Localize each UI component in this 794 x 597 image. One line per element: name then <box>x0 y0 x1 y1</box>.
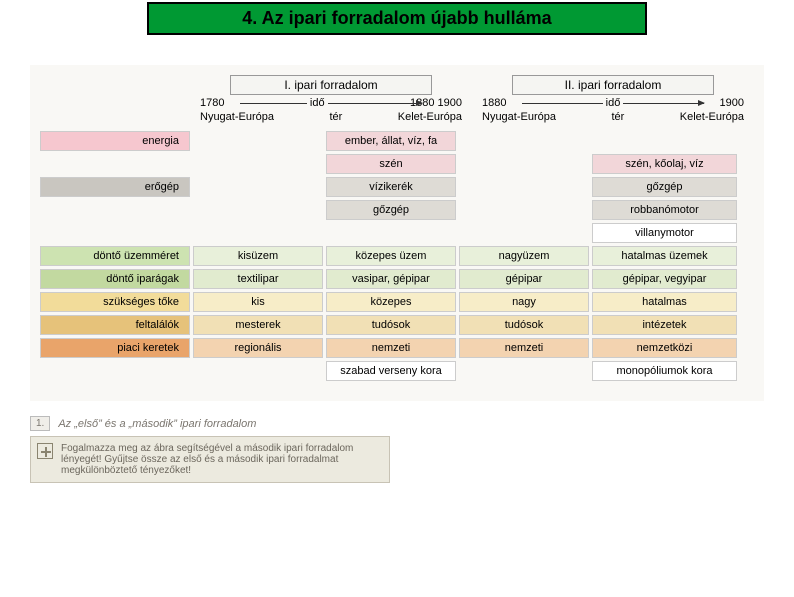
reg-l-a: Nyugat-Európa <box>200 111 274 123</box>
data-cell: vasipar, gépipar <box>326 269 456 289</box>
data-cell: kis <box>193 292 323 312</box>
data-cell: villanymotor <box>592 223 737 243</box>
data-cell <box>459 131 589 151</box>
arrow-icon <box>240 103 422 104</box>
page-title: 4. Az ipari forradalom újabb hulláma <box>242 8 551 28</box>
data-cell: gőzgép <box>592 177 737 197</box>
data-cell: gépipar, vegyipar <box>592 269 737 289</box>
comparison-chart: I. ipari forradalom II. ipari forradalom… <box>30 65 764 401</box>
data-cell <box>193 131 323 151</box>
data-cell: robbanómotor <box>592 200 737 220</box>
data-cell: gépipar <box>459 269 589 289</box>
row-label: energia <box>40 131 190 151</box>
data-cell <box>193 154 323 174</box>
row-label: döntő iparágak <box>40 269 190 289</box>
data-cell: regionális <box>193 338 323 358</box>
data-cell: hatalmas <box>592 292 737 312</box>
row-label <box>40 154 190 174</box>
tl-left-mid: idő <box>307 97 328 109</box>
timeline-row: 1780 idő 1880 1900 1880 idő 1900 <box>40 97 754 109</box>
tl-right-end: 1900 <box>720 97 744 109</box>
data-cell: szén <box>326 154 456 174</box>
data-cell: szén, kőolaj, víz <box>592 154 737 174</box>
data-cell: kisüzem <box>193 246 323 266</box>
row-label <box>40 200 190 220</box>
row-label: feltalálók <box>40 315 190 335</box>
data-cell <box>326 223 456 243</box>
header-2: II. ipari forradalom <box>512 75 714 95</box>
row-label <box>40 361 190 381</box>
data-cell: ember, állat, víz, fa <box>326 131 456 151</box>
data-cell <box>193 200 323 220</box>
reg-r-a: Nyugat-Európa <box>482 111 556 123</box>
data-cell: nemzetközi <box>592 338 737 358</box>
reg-r-m: tér <box>611 111 624 123</box>
reg-l-m: tér <box>329 111 342 123</box>
data-cell: gőzgép <box>326 200 456 220</box>
data-cell: monopóliumok kora <box>592 361 737 381</box>
data-cell: textilipar <box>193 269 323 289</box>
tl-right-mid: idő <box>603 97 624 109</box>
data-cell <box>193 223 323 243</box>
data-cell: nemzeti <box>459 338 589 358</box>
data-cell <box>193 361 323 381</box>
data-cell: nagy <box>459 292 589 312</box>
task-box: Fogalmazza meg az ábra segítségével a má… <box>30 436 390 483</box>
tl-left-start: 1780 <box>200 97 224 109</box>
reg-l-b: Kelet-Európa <box>398 111 462 123</box>
row-label: döntő üzemméret <box>40 246 190 266</box>
data-cell <box>459 154 589 174</box>
header-1: I. ipari forradalom <box>230 75 432 95</box>
reg-r-b: Kelet-Európa <box>680 111 744 123</box>
data-cell <box>459 200 589 220</box>
data-cell <box>592 131 737 151</box>
data-cell: tudósok <box>326 315 456 335</box>
data-cell: szabad verseny kora <box>326 361 456 381</box>
caption-text: Az „első” és a „második” ipari forradalo… <box>58 418 256 430</box>
data-cell: tudósok <box>459 315 589 335</box>
chart-headers: I. ipari forradalom II. ipari forradalom <box>40 75 754 95</box>
row-label: szükséges tőke <box>40 292 190 312</box>
data-cell <box>459 223 589 243</box>
data-cell: hatalmas üzemek <box>592 246 737 266</box>
data-cell <box>459 361 589 381</box>
data-cell <box>459 177 589 197</box>
row-label <box>40 223 190 243</box>
data-cell <box>193 177 323 197</box>
task-icon <box>37 443 53 459</box>
caption-number: 1. <box>30 416 50 431</box>
page-title-bar: 4. Az ipari forradalom újabb hulláma <box>147 2 647 35</box>
data-cell: mesterek <box>193 315 323 335</box>
data-cell: nagyüzem <box>459 246 589 266</box>
region-row: Nyugat-Európa tér Kelet-Európa Nyugat-Eu… <box>40 111 754 123</box>
tl-right-start: 1880 <box>482 97 506 109</box>
data-cell: nemzeti <box>326 338 456 358</box>
data-cell: közepes üzem <box>326 246 456 266</box>
data-cell: intézetek <box>592 315 737 335</box>
data-cell: vízikerék <box>326 177 456 197</box>
task-text: Fogalmazza meg az ábra segítségével a má… <box>61 443 353 476</box>
figure-caption: 1. Az „első” és a „második” ipari forrad… <box>30 416 794 431</box>
data-cell: közepes <box>326 292 456 312</box>
data-grid: energia ember, állat, víz, fa szén szén, kő… <box>40 131 754 381</box>
row-label: piaci keretek <box>40 338 190 358</box>
row-label: erőgép <box>40 177 190 197</box>
